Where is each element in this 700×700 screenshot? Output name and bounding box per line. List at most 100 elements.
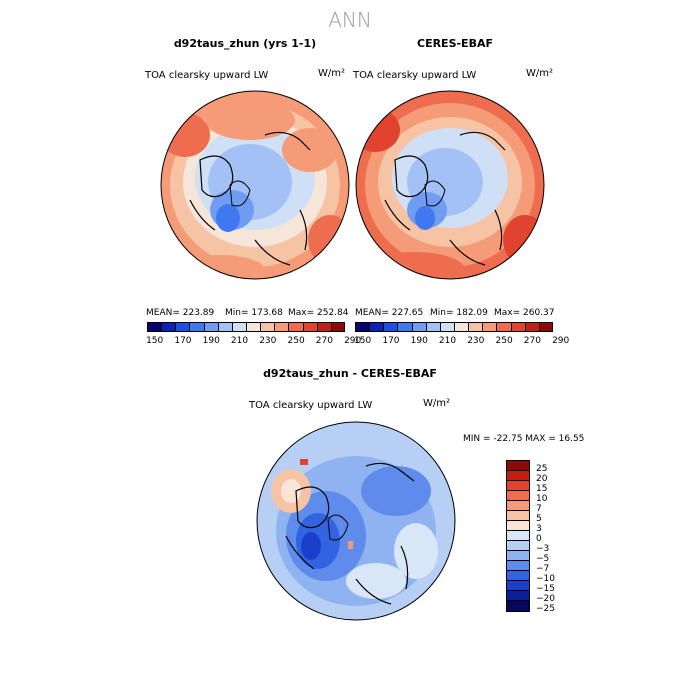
panel3-map (256, 421, 456, 621)
colorbar-swatch (453, 322, 469, 332)
colorbar-tick-label: 5 (536, 514, 542, 524)
colorbar-tick-label: −10 (536, 574, 555, 584)
panel1-units: W/m² (318, 68, 346, 79)
colorbar-swatch (507, 541, 529, 551)
colorbar-swatch (507, 531, 529, 541)
colorbar-tick-label: 7 (536, 504, 542, 514)
colorbar-tick-label: −20 (536, 594, 555, 604)
panel2-max: Max= 260.37 (494, 308, 555, 318)
colorbar-swatch (231, 322, 246, 332)
colorbar-tick-label: 270 (315, 336, 333, 346)
panel1-colorbar (147, 322, 345, 332)
colorbar-swatch (507, 511, 529, 521)
colorbar-swatch (510, 322, 525, 332)
colorbar-swatch (383, 322, 398, 332)
figure-title: ANN (328, 8, 372, 32)
colorbar-tick-label: −7 (536, 564, 550, 574)
colorbar-tick-label: 230 (467, 336, 485, 346)
colorbar-tick-label: 170 (382, 336, 400, 346)
colorbar-swatch (189, 322, 204, 332)
colorbar-tick-label: 270 (523, 336, 541, 346)
colorbar-swatch (507, 591, 529, 601)
panel2-mean: MEAN= 227.65 (355, 308, 424, 318)
colorbar-tick-label: −15 (536, 584, 555, 594)
colorbar-swatch (439, 322, 454, 332)
panel3-title: d92taus_zhun - CERES-EBAF (263, 367, 437, 380)
colorbar-swatch (538, 322, 553, 332)
colorbar-swatch (330, 322, 345, 332)
colorbar-swatch (507, 481, 529, 491)
panel1-variable: TOA clearsky upward LW (145, 70, 269, 81)
panel1-mean: MEAN= 223.89 (146, 308, 215, 318)
colorbar-tick-label: 190 (410, 336, 428, 346)
colorbar-swatch (411, 322, 426, 332)
panel1-colorbar-ticks: 150 170 190 210 230 250 270 290 (146, 336, 361, 348)
panel2-min: Min= 182.09 (430, 308, 488, 318)
colorbar-swatch (161, 322, 176, 332)
colorbar-swatch (288, 322, 303, 332)
panel2-colorbar (355, 322, 553, 332)
panel2-variable: TOA clearsky upward LW (353, 70, 477, 81)
colorbar-swatch (245, 322, 261, 332)
panel2-colorbar-ticks: 150 170 190 210 230 250 270 290 (354, 336, 569, 348)
panel1-title: d92taus_zhun (yrs 1-1) (173, 37, 317, 50)
colorbar-swatch (355, 322, 370, 332)
panel1-max: Max= 252.84 (288, 308, 349, 318)
colorbar-tick-label: 0 (536, 534, 542, 544)
panel1-min: Min= 173.68 (225, 308, 283, 318)
colorbar-tick-label: 190 (202, 336, 220, 346)
colorbar-tick-label: 3 (536, 524, 542, 534)
colorbar-swatch (507, 581, 529, 591)
colorbar-tick-label: 230 (259, 336, 277, 346)
colorbar-tick-label: 250 (495, 336, 513, 346)
colorbar-swatch (507, 501, 529, 511)
colorbar-tick-label: 150 (354, 336, 372, 346)
panel3-variable: TOA clearsky upward LW (249, 400, 373, 411)
colorbar-swatch (217, 322, 232, 332)
colorbar-tick-label: −5 (536, 554, 550, 564)
panel2-title: CERES-EBAF (417, 37, 493, 50)
colorbar-swatch (496, 322, 511, 332)
panel1-map (160, 90, 350, 280)
colorbar-swatch (397, 322, 412, 332)
colorbar-swatch (425, 322, 440, 332)
colorbar-swatch (203, 322, 218, 332)
colorbar-swatch (507, 521, 529, 531)
panel3-min-max: MIN = -22.75 MAX = 16.55 (463, 434, 585, 444)
colorbar-swatch (482, 322, 497, 332)
colorbar-tick-label: 290 (552, 336, 570, 346)
colorbar-tick-label: 290 (344, 336, 362, 346)
colorbar-swatch (507, 561, 529, 571)
colorbar-swatch (507, 471, 529, 481)
colorbar-swatch (147, 322, 162, 332)
panel2-map (355, 90, 545, 280)
panel3-units: W/m² (423, 398, 451, 409)
colorbar-swatch (316, 322, 331, 332)
colorbar-tick-label: 15 (536, 484, 548, 494)
colorbar-tick-label: 250 (287, 336, 305, 346)
colorbar-swatch (507, 601, 529, 611)
colorbar-tick-label: 210 (438, 336, 457, 346)
colorbar-tick-label: 170 (174, 336, 192, 346)
colorbar-tick-label: 10 (536, 494, 548, 504)
colorbar-swatch (274, 322, 289, 332)
colorbar-swatch (524, 322, 539, 332)
colorbar-tick-label: 20 (536, 474, 548, 484)
panel2-units: W/m² (526, 68, 554, 79)
colorbar-tick-label: 25 (536, 464, 548, 474)
colorbar-swatch (507, 571, 529, 581)
colorbar-swatch (507, 461, 529, 471)
colorbar-swatch (260, 322, 275, 332)
colorbar-swatch (507, 491, 529, 501)
panel3-colorbar-ticks: 25 20 15 10 7 5 3 0 −3 −5 −7 −10 −15 −20 −25 (536, 460, 576, 620)
colorbar-tick-label: 210 (230, 336, 249, 346)
colorbar-tick-label: −3 (536, 544, 550, 554)
colorbar-swatch (302, 322, 317, 332)
colorbar-swatch (468, 322, 483, 332)
panel3-colorbar (506, 460, 530, 612)
colorbar-swatch (369, 322, 384, 332)
colorbar-tick-label: −25 (536, 604, 555, 614)
colorbar-tick-label: 150 (146, 336, 164, 346)
colorbar-swatch (175, 322, 190, 332)
colorbar-swatch (507, 551, 529, 561)
